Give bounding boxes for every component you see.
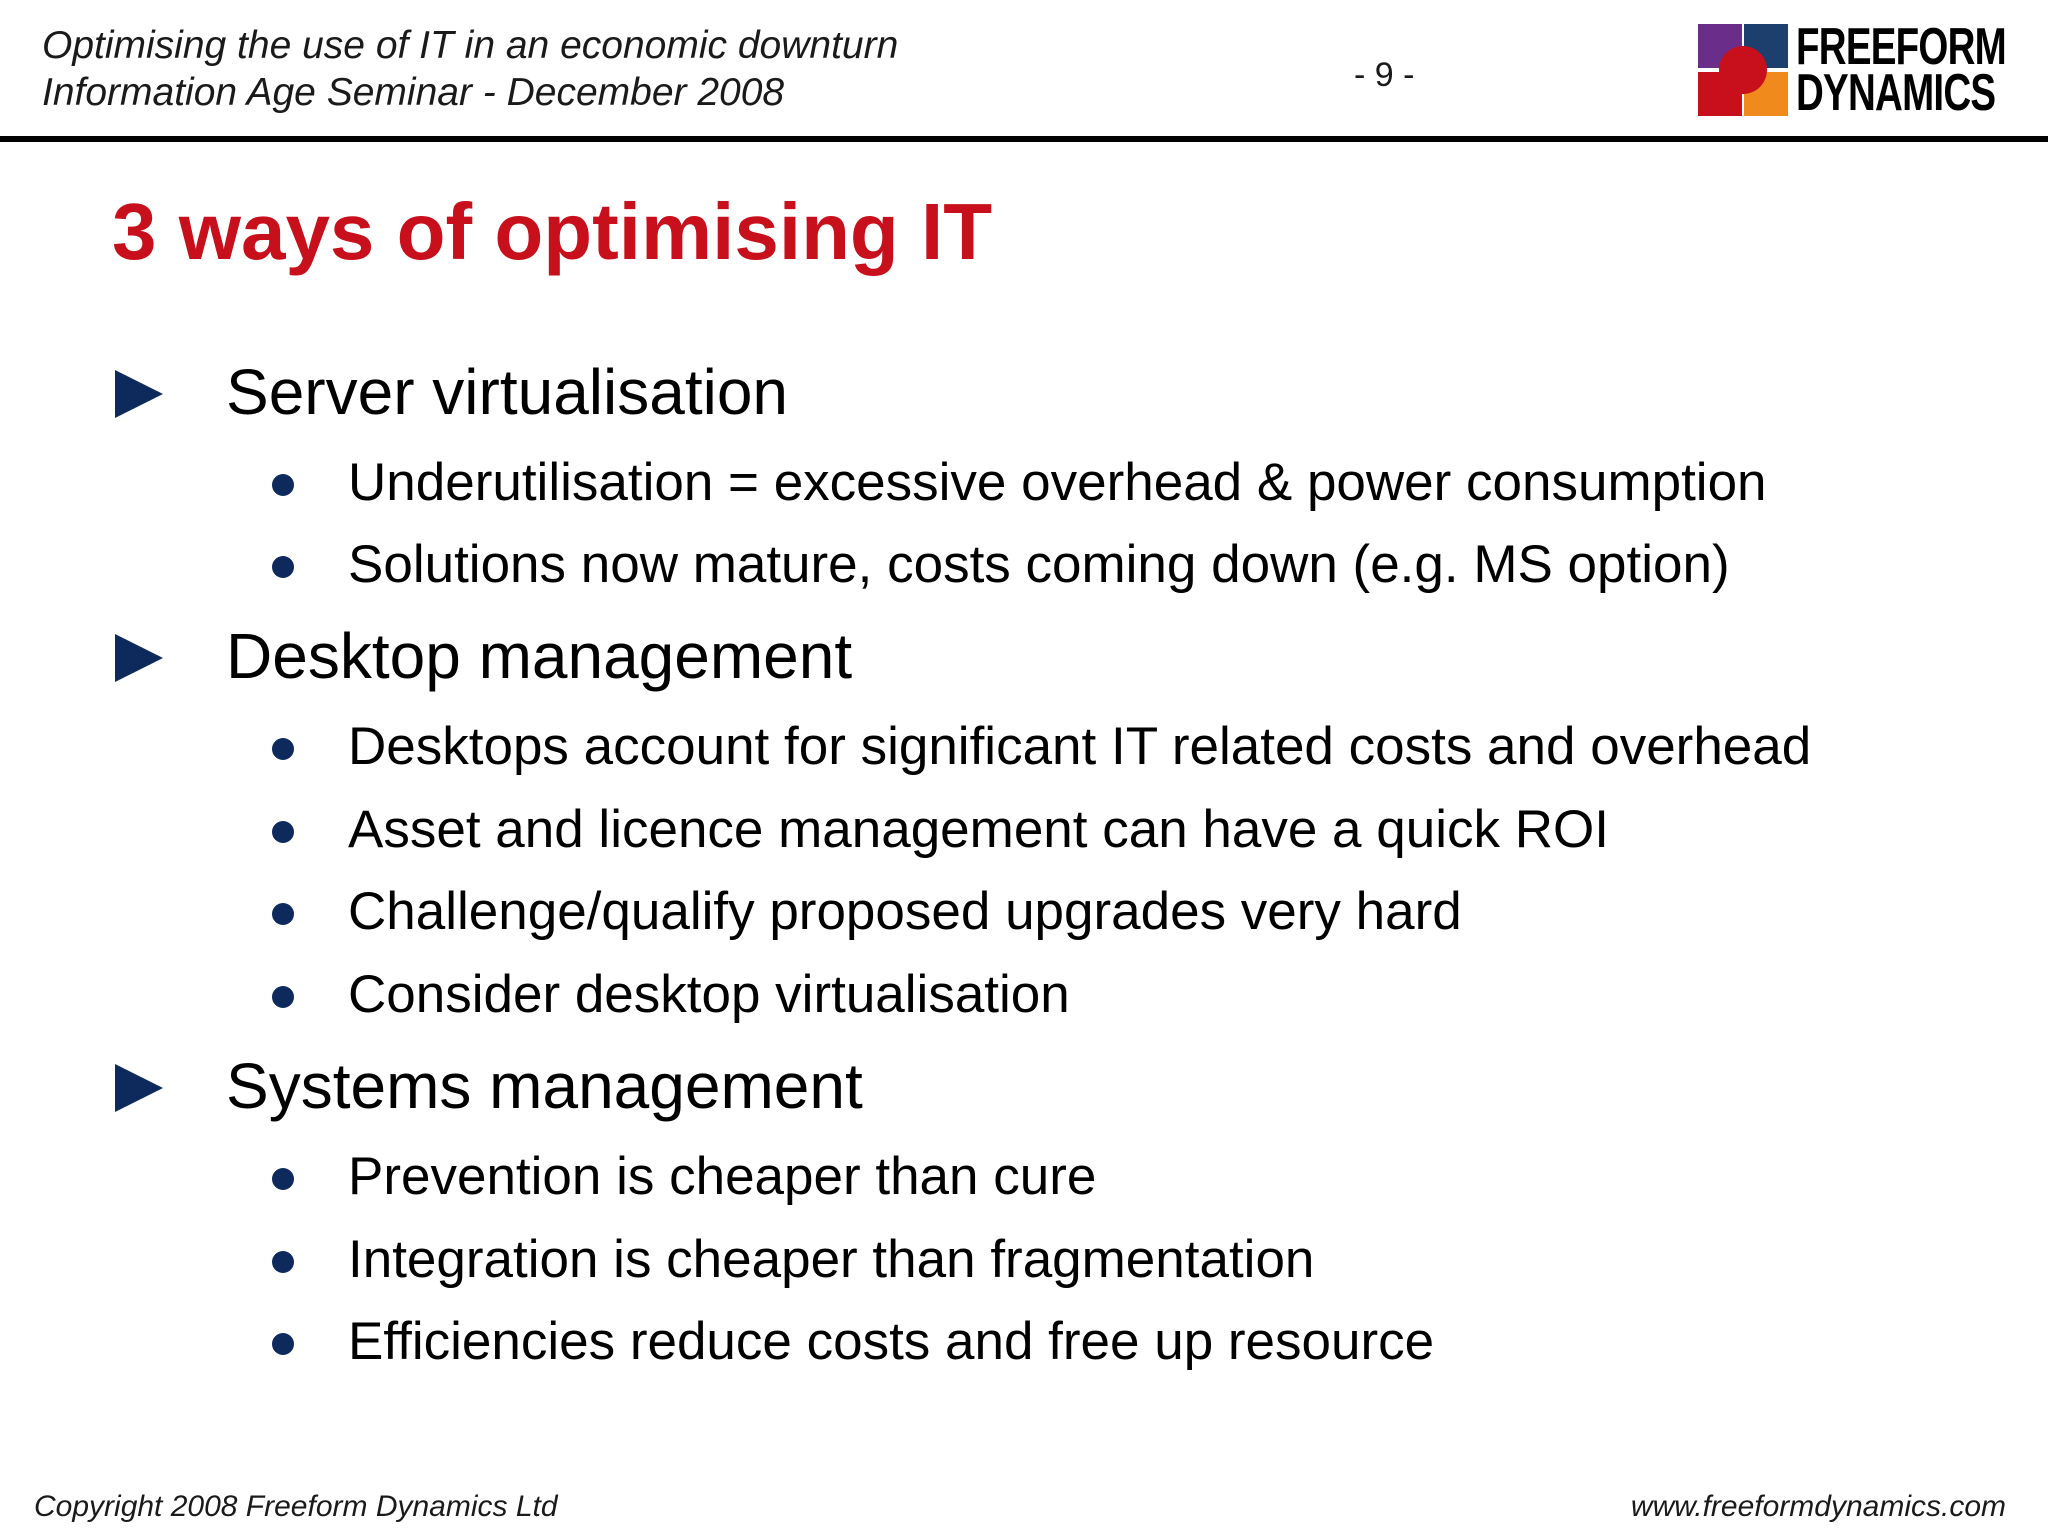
bullet-item: Prevention is cheaper than cure — [348, 1147, 1097, 1206]
slide-title: 3 ways of optimising IT — [112, 187, 993, 276]
header-subtitle-line-1: Optimising the use of IT in an economic … — [42, 24, 899, 67]
bullet-dot-icon — [272, 1168, 294, 1190]
page-number: - 9 - — [1354, 56, 1415, 94]
logo-text-line-2: DYNAMICS — [1796, 64, 1996, 122]
bullet-dot-icon — [272, 1251, 294, 1273]
bullet-item: Integration is cheaper than fragmentatio… — [348, 1230, 1315, 1289]
footer-website-link[interactable]: www.freeformdynamics.com — [1630, 1490, 2006, 1523]
bullet-dot-icon — [272, 1333, 294, 1355]
bullet-dot-icon — [272, 474, 294, 496]
bullet-dot-icon — [272, 821, 294, 843]
section-heading-desktop-management: Desktop management — [226, 620, 853, 692]
header-divider — [0, 136, 2048, 142]
section-heading-server-virtualisation: Server virtualisation — [226, 356, 788, 428]
bullet-item: Solutions now mature, costs coming down … — [348, 535, 1730, 594]
section-heading-systems-management: Systems management — [226, 1050, 863, 1122]
bullet-item: Asset and licence management can have a … — [348, 800, 1609, 859]
bullet-item: Challenge/qualify proposed upgrades very… — [348, 882, 1462, 941]
bullet-dot-icon — [272, 986, 294, 1008]
bullet-dot-icon — [272, 556, 294, 578]
footer-copyright: Copyright 2008 Freeform Dynamics Ltd — [34, 1490, 558, 1523]
bullet-dot-icon — [272, 738, 294, 760]
freeform-dynamics-logo: FREEFORM DYNAMICS — [1698, 21, 2007, 122]
arrow-bullet-icon — [115, 1064, 163, 1112]
header-subtitle-line-2: Information Age Seminar - December 2008 — [42, 71, 785, 114]
bullet-item: Efficiencies reduce costs and free up re… — [348, 1312, 1435, 1371]
bullet-item: Consider desktop virtualisation — [348, 965, 1070, 1024]
bullet-item: Desktops account for significant IT rela… — [348, 717, 1812, 776]
logo-text-line-1: FREEFORM — [1796, 18, 2007, 76]
bullet-dot-icon — [272, 903, 294, 925]
arrow-bullet-icon — [115, 370, 163, 418]
logo-mark-icon — [1698, 24, 1788, 116]
arrow-bullet-icon — [115, 634, 163, 682]
bullet-item: Underutilisation = excessive overhead & … — [348, 453, 1767, 512]
